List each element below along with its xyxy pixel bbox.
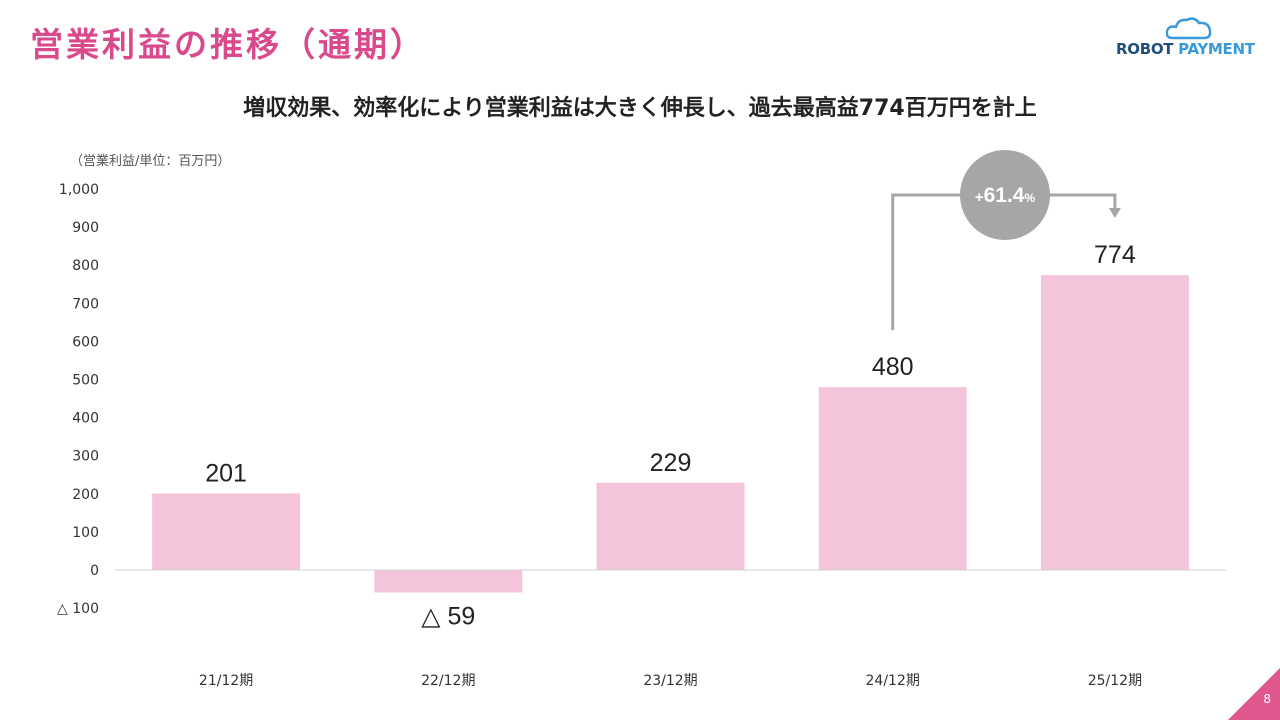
page-title: 営業利益の推移（通期）: [30, 25, 426, 64]
page-number: 8: [1263, 692, 1271, 706]
x-tick-label: 21/12期: [199, 673, 253, 689]
cloud-icon: [1166, 17, 1212, 40]
page-corner-decoration: [1228, 668, 1280, 720]
data-label: △ 59: [421, 602, 475, 630]
y-tick-label: 500: [72, 373, 99, 389]
x-tick-label: 25/12期: [1088, 673, 1142, 689]
y-tick-label: 1,000: [59, 182, 99, 198]
bar: [1040, 275, 1189, 570]
company-logo: ROBOT PAYMENT: [1116, 16, 1260, 62]
y-axis-unit-label: （営業利益/単位：百万円）: [70, 154, 231, 169]
data-label: 229: [650, 449, 692, 477]
data-label: 201: [205, 459, 247, 487]
bar: [374, 570, 523, 593]
y-tick-label: 400: [72, 411, 99, 427]
y-tick-label: 900: [72, 220, 99, 236]
growth-value: 61.4: [984, 184, 1025, 207]
data-label: 480: [872, 353, 914, 381]
x-tick-label: 24/12期: [866, 673, 920, 689]
growth-badge-text: +61.4%: [975, 184, 1036, 207]
logo-text: ROBOT PAYMENT: [1116, 40, 1255, 58]
bar: [818, 387, 967, 570]
y-tick-label: 300: [72, 449, 99, 465]
growth-suffix: %: [1024, 191, 1035, 205]
x-tick-label: 22/12期: [421, 673, 475, 689]
bar: [596, 482, 745, 570]
y-tick-label: 100: [72, 525, 99, 541]
y-tick-label: 800: [72, 258, 99, 274]
y-tick-label: 600: [72, 334, 99, 350]
data-label: 774: [1094, 241, 1136, 269]
y-tick-label: △ 100: [57, 601, 99, 617]
y-tick-label: 0: [90, 563, 99, 579]
growth-prefix: +: [975, 189, 984, 206]
slide-subtitle: 増収効果、効率化により営業利益は大きく伸長し、過去最高益774百万円を計上: [243, 96, 1037, 121]
y-tick-label: 200: [72, 487, 99, 503]
bar: [152, 493, 301, 570]
growth-badge: [960, 150, 1050, 240]
x-tick-label: 23/12期: [643, 673, 697, 689]
y-tick-label: 700: [72, 296, 99, 312]
logo-text-part1: ROBOT: [1116, 40, 1174, 58]
growth-arrow-head: [1108, 208, 1121, 218]
logo-text-part2: PAYMENT: [1178, 40, 1255, 58]
